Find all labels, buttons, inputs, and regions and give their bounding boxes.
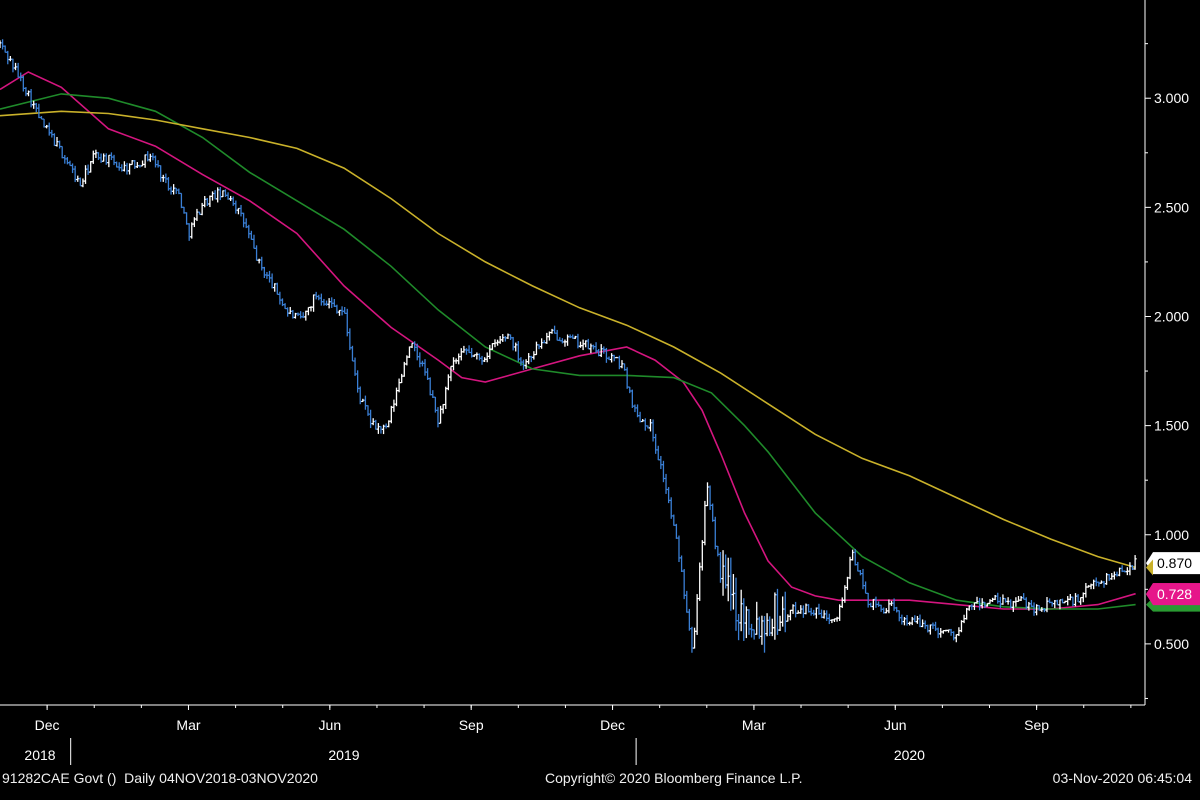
x-year-label: 2020 <box>894 747 925 763</box>
date-range: Daily 04NOV2018-03NOV2020 <box>124 770 318 786</box>
x-tick-label: Jun <box>319 717 342 733</box>
chart-background <box>0 0 1200 770</box>
price-chart: 3.000 2.500 2.000 1.500 1.000 0.500 Dec Mar Jun S… <box>0 0 1200 770</box>
moving-average-line-2 <box>0 93 1136 610</box>
x-tick-label: Jun <box>884 717 907 733</box>
x-tick-label: Dec <box>35 717 60 733</box>
y-tick-label: 0.500 <box>1154 636 1189 652</box>
label-box <box>1146 552 1200 575</box>
plot-area <box>0 39 1137 653</box>
x-tick-label: Sep <box>1024 717 1049 733</box>
price-series <box>0 39 1137 653</box>
x-year-label: 2018 <box>24 747 55 763</box>
moving-average-line-3 <box>0 110 1136 569</box>
timestamp: 03-Nov-2020 06:45:04 <box>1052 770 1192 786</box>
y-tick-label: 2.500 <box>1154 199 1189 215</box>
x-tick-label: Mar <box>742 717 766 733</box>
footer-security: 91282CAE Govt () Daily 04NOV2018-03NOV20… <box>2 770 318 794</box>
x-tick-label: Sep <box>459 717 484 733</box>
ma-short-label-text: 0.728 <box>1157 586 1192 602</box>
last-value-label-1: 0.870 <box>1146 552 1200 575</box>
ma-short-label-box <box>1146 583 1200 606</box>
label-text: 0.870 <box>1157 555 1192 571</box>
axes: 3.000 2.500 2.000 1.500 1.000 0.500 Dec Mar Jun S… <box>0 0 1200 765</box>
security-ticker: 91282CAE Govt () <box>2 770 117 786</box>
x-tick-label: Mar <box>176 717 200 733</box>
y-tick-label: 1.500 <box>1154 418 1189 434</box>
y-tick-label: 1.000 <box>1154 527 1189 543</box>
x-tick-label: Dec <box>600 717 625 733</box>
moving-average-line-1 <box>0 71 1136 610</box>
x-year-label: 2019 <box>328 747 359 763</box>
y-tick-label: 3.000 <box>1154 90 1189 106</box>
copyright-notice: Copyright© 2020 Bloomberg Finance L.P. <box>545 770 803 786</box>
ma-long-marker <box>1146 559 1153 576</box>
y-tick-label: 2.000 <box>1154 308 1189 324</box>
